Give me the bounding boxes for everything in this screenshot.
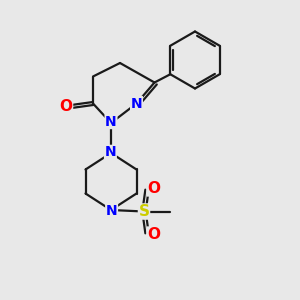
Text: S: S	[139, 204, 149, 219]
Text: N: N	[105, 115, 117, 128]
Text: N: N	[106, 204, 117, 218]
Text: N: N	[105, 146, 116, 159]
Text: O: O	[59, 99, 73, 114]
Text: N: N	[131, 97, 142, 110]
Text: O: O	[147, 181, 160, 196]
Text: O: O	[147, 227, 160, 242]
